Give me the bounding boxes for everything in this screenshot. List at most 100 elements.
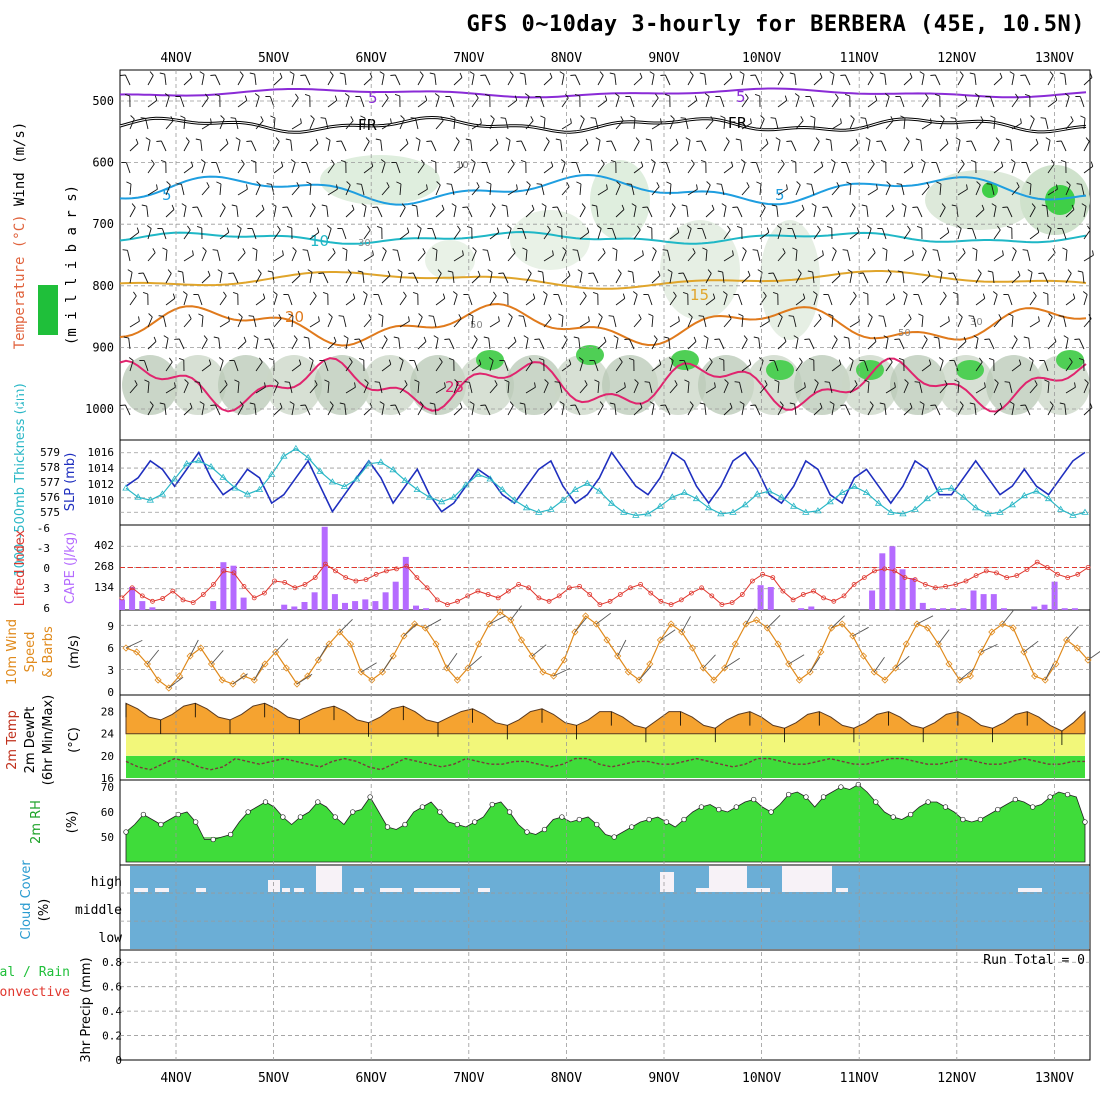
cape-bar: [808, 606, 815, 610]
wind-barb: [939, 232, 950, 240]
wind-barb: [453, 229, 461, 240]
wind-barb-flag: [574, 93, 580, 97]
wind-barb: [867, 163, 875, 174]
rh-shading: [458, 355, 514, 415]
wind-barb: [363, 77, 373, 86]
wind-barb: [398, 338, 401, 350]
wind-barb-flag: [228, 316, 230, 322]
wind-barb: [394, 404, 401, 416]
wind-barb: [471, 186, 480, 196]
wind-barb: [399, 360, 404, 372]
wind-barb: [417, 140, 421, 152]
wind-barb: [287, 294, 293, 306]
wind-barb: [813, 229, 821, 240]
cloud-high-bar: [746, 888, 770, 892]
wind-barb-flag: [570, 118, 572, 124]
wind-barb-flag: [772, 291, 778, 295]
wind-barb-flag: [843, 336, 849, 339]
top-date-label: 10NOV: [742, 51, 781, 66]
li-marker: [180, 597, 186, 603]
rh-shading: [122, 355, 178, 415]
wind10-barb: [638, 666, 652, 681]
wind-barb-flag: [1070, 116, 1074, 121]
wind-barb-flag: [663, 336, 669, 339]
wind-barb: [669, 143, 679, 152]
wind-barb-flag: [868, 313, 873, 318]
cape-bar: [970, 590, 977, 610]
wind-barb: [255, 120, 264, 130]
thickness-marker: [644, 510, 652, 517]
wind-barb-flag: [914, 381, 920, 383]
thickness-ylabel: 1000~500mb Thickness (dm): [13, 383, 28, 576]
wind-barb: [739, 382, 743, 394]
wind-barb-flag: [156, 140, 162, 142]
thickness-marker: [122, 484, 130, 491]
wind-barb: [561, 275, 571, 284]
wind-barb-flag: [928, 359, 932, 365]
wind-barb: [179, 96, 185, 108]
cape-bar: [210, 601, 217, 610]
wind-barb: [561, 404, 565, 416]
wind-barb-flag: [473, 335, 478, 340]
wind-barb: [309, 207, 316, 218]
wind-barb-flag: [178, 357, 184, 361]
wind-barb-flag: [566, 182, 570, 187]
wind-barb: [471, 97, 479, 108]
wind10-marker: [432, 640, 440, 648]
wind10-barb: [916, 615, 934, 625]
wind-barb: [615, 249, 618, 262]
wind-barb: [507, 188, 518, 196]
wind-barb: [687, 100, 698, 108]
wind-barb: [327, 341, 337, 350]
wind-barb: [993, 229, 1001, 240]
wind-barb-flag: [559, 71, 565, 75]
wind-barb-flag: [130, 115, 135, 120]
wind-barb-flag: [210, 404, 216, 406]
wind-barb-flag: [973, 335, 979, 339]
wind-barb: [993, 254, 1004, 262]
wind-barb: [633, 294, 638, 306]
cloud-ylabel: Cloud Cover: [19, 860, 34, 940]
li-marker: [709, 593, 715, 599]
wind-barb-flag: [490, 115, 495, 120]
wind-barb-flag: [806, 183, 812, 185]
wind-barb-flag: [477, 270, 481, 276]
slp-tick-label: 1016: [88, 446, 115, 459]
wind-barb-flag: [666, 181, 672, 185]
wind-barb-flag: [664, 93, 670, 97]
rh2m-marker: [402, 821, 408, 828]
wind-barb: [1065, 249, 1068, 262]
li-marker: [373, 571, 379, 577]
wind-barb: [1047, 341, 1057, 350]
wind-barb: [435, 249, 438, 262]
wind-barb-flag: [552, 250, 554, 256]
wind-barb-flag: [217, 269, 223, 273]
wind-barb-flag: [763, 291, 767, 297]
wind10-marker: [218, 676, 226, 684]
wind-barb: [687, 405, 694, 416]
wind-barb-flag: [328, 313, 333, 318]
wind-barb: [867, 228, 872, 240]
wind-barb-flag: [612, 247, 618, 251]
wind-barb-flag: [146, 225, 152, 229]
wind-barb-flag: [379, 401, 385, 405]
thickness-marker: [717, 510, 725, 517]
temp2m-tick-label: 20: [101, 750, 114, 763]
wind-barb-flag: [851, 203, 856, 208]
wind10-barb: [253, 664, 264, 681]
li-marker: [1065, 575, 1071, 580]
wind-barb: [147, 252, 156, 262]
wind10-marker: [400, 632, 408, 640]
wind10-tick-label: 3: [107, 664, 114, 677]
wind-barb-flag: [919, 401, 925, 405]
wind-barb-flag: [853, 291, 857, 297]
wind-barb: [723, 318, 732, 328]
wind-barb-flag: [429, 402, 435, 405]
wind-barb-flag: [689, 71, 694, 76]
temp2m-ylabel: 2m Temp: [5, 710, 20, 770]
wind-barb-flag: [681, 204, 687, 207]
wind-barb: [417, 75, 424, 86]
wind-barb-flag: [390, 74, 396, 76]
thickness-marker: [534, 508, 543, 515]
li-marker: [292, 585, 298, 591]
